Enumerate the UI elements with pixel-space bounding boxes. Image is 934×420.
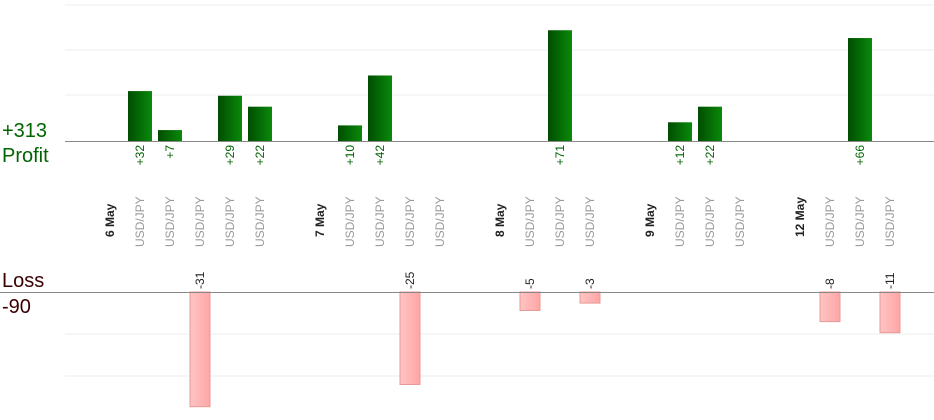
profit-bar	[248, 106, 272, 141]
axes	[0, 141, 934, 293]
loss-bar	[579, 291, 601, 304]
profit-value-label: +29	[223, 145, 237, 166]
loss-bar	[519, 291, 541, 311]
bars	[128, 30, 901, 408]
pair-label: USD/JPY	[343, 196, 357, 247]
date-label: 9 May	[643, 203, 657, 237]
loss-bar	[399, 291, 421, 385]
profit-value-label: +12	[673, 145, 687, 166]
pair-label: USD/JPY	[883, 196, 897, 247]
loss-bar	[879, 291, 901, 334]
pair-label: USD/JPY	[193, 196, 207, 247]
loss-value-label: -3	[583, 278, 597, 289]
loss-value-label: -8	[823, 278, 837, 289]
profit-label: Profit	[2, 145, 49, 167]
loss-value-label: -25	[403, 271, 417, 289]
profit-bar	[668, 122, 692, 141]
loss-total: -90	[2, 296, 31, 318]
pair-label: USD/JPY	[673, 196, 687, 247]
pair-label: USD/JPY	[703, 196, 717, 247]
profit-bar	[368, 75, 392, 141]
profit-bar	[338, 125, 362, 141]
pair-label: USD/JPY	[733, 196, 747, 247]
profit-value-label: +10	[343, 145, 357, 166]
profit-value-label: +66	[853, 145, 867, 166]
pair-label: USD/JPY	[403, 196, 417, 247]
date-label: 12 May	[793, 197, 807, 237]
profit-bar	[218, 95, 242, 141]
pair-label: USD/JPY	[223, 196, 237, 247]
pair-label: USD/JPY	[553, 196, 567, 247]
date-label: 6 May	[103, 203, 117, 237]
profit-value-label: +22	[703, 145, 717, 166]
pair-label: USD/JPY	[523, 196, 537, 247]
pair-label: USD/JPY	[373, 196, 387, 247]
loss-label: Loss	[2, 270, 45, 292]
pair-label: USD/JPY	[823, 196, 837, 247]
profit-value-label: +22	[253, 145, 267, 166]
profit-value-label: +32	[133, 145, 147, 166]
pair-label: USD/JPY	[433, 196, 447, 247]
profit-bar	[548, 30, 572, 142]
loss-value-label: -5	[523, 278, 537, 289]
pair-label: USD/JPY	[133, 196, 147, 247]
pair-label: USD/JPY	[253, 196, 267, 247]
loss-value-label: -11	[883, 272, 897, 289]
labels: 6 May +32 USD/JPY +7 USD/JPY -31 USD/JPY +29 USD…	[103, 145, 897, 289]
profit-value-label: +71	[553, 145, 567, 166]
profit-bar	[158, 130, 182, 141]
date-label: 8 May	[493, 203, 507, 237]
profit-bar	[848, 38, 872, 141]
profit-value-label: +42	[373, 145, 387, 166]
pair-label: USD/JPY	[163, 196, 177, 247]
loss-bar	[819, 291, 841, 323]
loss-value-label: -31	[193, 271, 207, 289]
pair-label: USD/JPY	[583, 196, 597, 247]
profit-value-label: +7	[163, 145, 177, 159]
profit-bar	[698, 106, 722, 141]
pair-label: USD/JPY	[853, 196, 867, 247]
profit-total: +313	[2, 120, 48, 142]
date-label: 7 May	[313, 203, 327, 237]
profit-bar	[128, 91, 152, 141]
loss-bar	[189, 291, 211, 408]
